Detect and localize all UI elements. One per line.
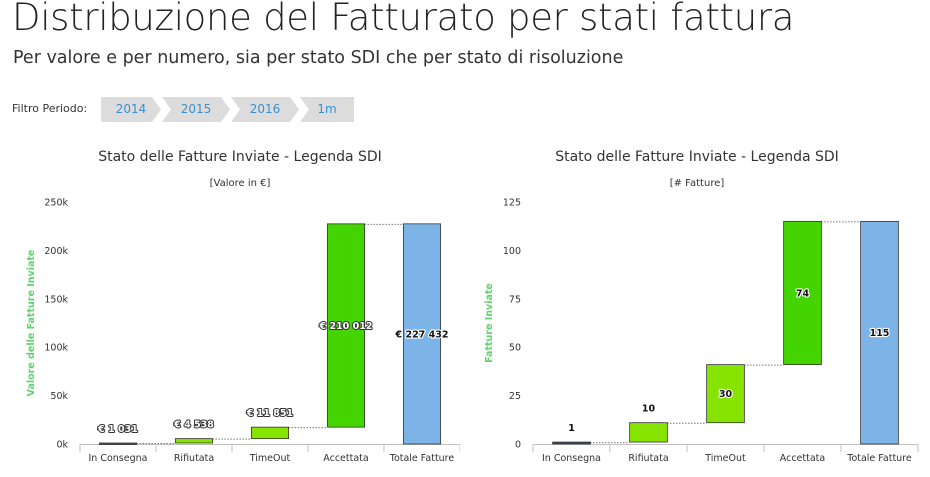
filter-period-label: Filtro Periodo: <box>12 102 88 115</box>
chart-numero: Stato delle Fatture Inviate - Legenda SD… <box>470 140 930 477</box>
page-subtitle: Per valore e per numero, sia per stato S… <box>13 48 624 68</box>
chart-title: Stato delle Fatture Inviate - Legenda SD… <box>98 149 382 165</box>
y-tick-label: 100 <box>503 246 521 257</box>
bar-accettata <box>783 220 822 366</box>
x-category-in-consegna: In Consegna <box>89 453 148 464</box>
chart-subtitle: [Valore in €] <box>210 178 271 189</box>
x-category-accettata: Accettata <box>323 453 368 464</box>
x-category-rifiutata: Rifiutata <box>174 453 214 464</box>
chart-title: Stato delle Fatture Inviate - Legenda SD… <box>555 149 839 165</box>
filter-step-2014[interactable]: 2014 <box>101 97 161 122</box>
period-filter: 2014 2015 2016 1m <box>101 97 355 122</box>
bar-rifiutata <box>629 422 668 443</box>
bar-timeout <box>250 426 290 440</box>
bar-in-consegna <box>552 441 591 445</box>
x-category-totale-fatture: Totale Fatture <box>389 453 455 464</box>
data-label-in-consegna: € 1 031 <box>97 424 138 435</box>
data-label-totale-fatture: 115 <box>870 328 890 339</box>
bar-in-consegna <box>98 442 138 445</box>
x-category-in-consegna: In Consegna <box>542 453 601 464</box>
bar-accettata <box>326 223 366 428</box>
y-tick-label: 0 <box>515 440 521 451</box>
y-tick-label: 100k <box>44 343 68 354</box>
y-tick-label: 150k <box>44 294 68 305</box>
y-tick-label: 50 <box>509 343 521 354</box>
y-axis-title: Fatture Inviate <box>484 283 495 363</box>
y-tick-label: 25 <box>509 391 521 402</box>
data-label-accettata: € 210 012 <box>319 321 373 332</box>
data-label-in-consegna: 1 <box>568 423 575 434</box>
bar-totale-fatture <box>402 223 442 445</box>
data-label-accettata: 74 <box>796 288 810 299</box>
page-title: Distribuzione del Fatturato per stati fa… <box>12 0 795 39</box>
filter-step-1m[interactable]: 1m <box>300 97 354 122</box>
data-label-totale-fatture: € 227 432 <box>395 329 449 340</box>
filter-step-2016[interactable]: 2016 <box>231 97 299 122</box>
data-label-timeout: € 11 851 <box>246 408 293 419</box>
chart-valore: Stato delle Fatture Inviate - Legenda SD… <box>0 140 460 477</box>
y-tick-label: 125 <box>503 198 521 209</box>
x-category-timeout: TimeOut <box>704 453 746 464</box>
y-axis-title: Valore delle Fatture Inviate <box>26 250 37 397</box>
data-label-rifiutata: € 4 538 <box>173 420 214 431</box>
bar-timeout <box>706 364 745 424</box>
data-label-timeout: 30 <box>719 389 733 400</box>
y-tick-label: 50k <box>50 391 68 402</box>
y-tick-label: 75 <box>509 294 521 305</box>
bar-totale-fatture <box>860 220 899 445</box>
data-label-rifiutata: 10 <box>642 404 656 415</box>
x-category-accettata: Accettata <box>780 453 825 464</box>
chart-subtitle: [# Fatture] <box>670 178 725 189</box>
bar-rifiutata <box>174 438 214 444</box>
y-tick-label: 250k <box>44 198 68 209</box>
x-category-rifiutata: Rifiutata <box>628 453 668 464</box>
chart-svg: Stato delle Fatture Inviate - Legenda SD… <box>484 149 919 464</box>
y-tick-label: 200k <box>44 246 68 257</box>
x-category-totale-fatture: Totale Fatture <box>846 453 912 464</box>
x-category-timeout: TimeOut <box>249 453 291 464</box>
chart-svg: Stato delle Fatture Inviate - Legenda SD… <box>26 149 460 464</box>
y-tick-label: 0k <box>56 440 68 451</box>
filter-step-2015[interactable]: 2015 <box>162 97 230 122</box>
